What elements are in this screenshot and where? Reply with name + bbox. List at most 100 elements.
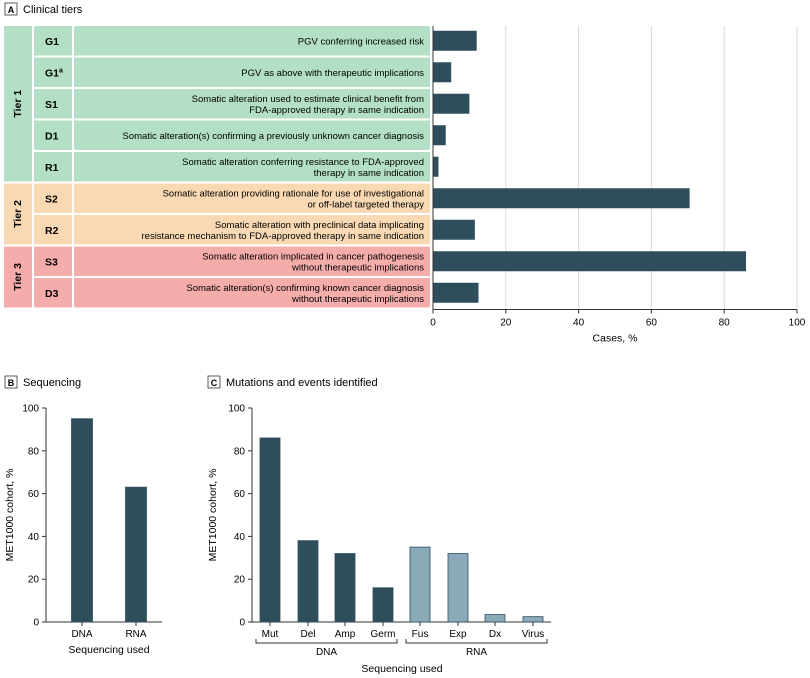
x-tick-label: 60: [646, 318, 658, 329]
x-axis-title: Cases, %: [593, 333, 638, 345]
group-label: RNA: [466, 647, 487, 658]
tier-desc-cell: [74, 215, 430, 245]
x-tick-label: RNA: [125, 629, 146, 640]
group-bracket: [405, 639, 548, 644]
tier-band: [4, 26, 32, 182]
x-tick-label: 40: [573, 318, 585, 329]
y-tick-label: 80: [234, 446, 246, 457]
bar-s1: [433, 93, 470, 114]
tier-code: G1a: [45, 67, 63, 79]
panel-c-letter: C: [211, 378, 218, 388]
x-axis-title: Sequencing used: [361, 663, 442, 675]
tier-description: Somatic alteration conferring resistance…: [182, 157, 424, 168]
x-tick-label: Fus: [412, 629, 429, 640]
panel-c-title: Mutations and events identified: [226, 377, 378, 389]
bar-del: [297, 540, 319, 623]
tier-desc-cell: [74, 26, 430, 56]
tier-label: Tier 1: [12, 90, 24, 118]
panel-b-badge: [4, 375, 18, 389]
x-tick-label: Dx: [489, 629, 501, 640]
tier-description: Somatic alteration providing rationale f…: [163, 188, 424, 199]
y-tick-label: 100: [228, 404, 245, 415]
bar-r2: [433, 219, 475, 240]
tier-desc-cell: [74, 152, 430, 182]
bar-amp: [334, 553, 356, 623]
tier-band: [4, 246, 32, 308]
y-tick-label: 40: [28, 532, 40, 543]
tier-code-cell: [34, 183, 72, 213]
sequencing-chart: 0 20 40 60 80 100 MET1000 cohort, % DNA RNA Seque…: [4, 404, 162, 656]
tier-description: or off-label targeted therapy: [307, 199, 424, 210]
mutations-events-chart: 0 20 40 60 80 100 MET1000 cohort, % Mut Del Amp Ge…: [207, 404, 551, 675]
tier-code: D1: [45, 130, 59, 142]
bar-rna: [125, 486, 147, 623]
x-axis-title: Sequencing used: [68, 644, 149, 656]
bar-g1: [433, 62, 452, 83]
x-tick-label: DNA: [71, 629, 92, 640]
bar-fus: [409, 546, 431, 623]
tier-description: Somatic alteration(s) confirming a previ…: [122, 131, 424, 142]
tier-code-cell: [34, 120, 72, 150]
panel-a-letter: A: [8, 5, 15, 15]
x-tick-label: 0: [430, 318, 436, 329]
panel-b-letter: B: [8, 378, 15, 388]
tier-code-cell: [34, 57, 72, 87]
y-tick-label: 0: [33, 618, 39, 629]
tier-code: D3: [45, 288, 59, 300]
panel-a-badge: [4, 2, 18, 16]
y-tick-label: 100: [22, 404, 39, 415]
bar-r1: [433, 156, 439, 177]
tier-description: without therapeutic implications: [291, 262, 424, 273]
group-label: DNA: [316, 647, 337, 658]
tier-desc-cell: [74, 89, 430, 119]
tier-description: PGV conferring increased risk: [298, 36, 424, 47]
tier-description: resistance mechanism to FDA-approved the…: [142, 231, 425, 242]
tier-desc-cell: [74, 183, 430, 213]
y-tick-label: 60: [234, 489, 246, 500]
bar-d3: [433, 282, 479, 303]
tier-description: PGV as above with therapeutic implicatio…: [241, 68, 424, 79]
x-tick-label: 80: [719, 318, 731, 329]
x-tick-label: 20: [500, 318, 512, 329]
tier-label: Tier 2: [12, 200, 24, 228]
tier-code: R1: [45, 162, 59, 174]
y-tick-label: 40: [234, 532, 246, 543]
tier-code-cell: [34, 152, 72, 182]
tier-code-cell: [34, 89, 72, 119]
y-tick-label: 20: [28, 575, 40, 586]
x-tick-label: Mut: [262, 629, 279, 640]
tier-code: S1: [45, 99, 58, 111]
tier-description: Somatic alteration(s) confirming known c…: [186, 283, 424, 294]
tier-desc-cell: [74, 57, 430, 87]
y-tick-label: 80: [28, 446, 40, 457]
x-tick-label: 100: [789, 318, 806, 329]
x-tick-label: Del: [300, 629, 315, 640]
tier-desc-cell: [74, 246, 430, 276]
x-tick-label: Virus: [522, 629, 545, 640]
bar-d1: [433, 125, 446, 146]
x-tick-label: Germ: [371, 629, 396, 640]
y-tick-label: 60: [28, 489, 40, 500]
bar-dna: [71, 418, 93, 623]
footnote-marker: a: [59, 67, 63, 74]
bar-mut: [259, 437, 281, 623]
tier-band: [4, 183, 32, 245]
y-axis-title: MET1000 cohort, %: [207, 469, 219, 562]
tier-code: S2: [45, 193, 58, 205]
tier-desc-cell: [74, 278, 430, 308]
x-tick-label: Amp: [335, 629, 356, 640]
x-tick-label: Exp: [449, 629, 467, 640]
y-axis-title: MET1000 cohort, %: [4, 469, 16, 562]
y-tick-label: 0: [239, 618, 245, 629]
tier-code-cell: [34, 246, 72, 276]
tier-description: Somatic alteration implicated in cancer …: [202, 251, 424, 262]
tier-code-cell: [34, 278, 72, 308]
bar-virus: [522, 616, 544, 623]
panel-b-title: Sequencing: [23, 377, 81, 389]
panel-a-title: Clinical tiers: [23, 4, 83, 16]
tier-label: Tier 3: [12, 263, 24, 291]
bar-s2: [433, 188, 690, 209]
group-bracket: [255, 639, 398, 644]
panel-c-badge: [207, 375, 221, 389]
